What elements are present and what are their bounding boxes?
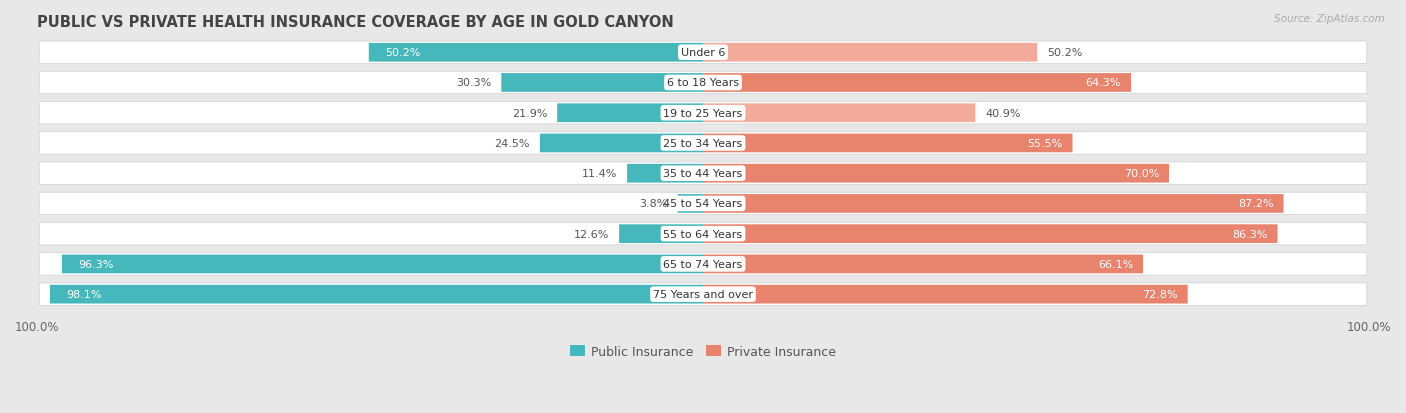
FancyBboxPatch shape	[62, 255, 703, 274]
Text: 96.3%: 96.3%	[79, 259, 114, 269]
FancyBboxPatch shape	[703, 44, 1038, 62]
Text: 72.8%: 72.8%	[1142, 290, 1178, 299]
Text: Source: ZipAtlas.com: Source: ZipAtlas.com	[1274, 14, 1385, 24]
Text: 98.1%: 98.1%	[66, 290, 103, 299]
Text: 86.3%: 86.3%	[1232, 229, 1268, 239]
FancyBboxPatch shape	[703, 195, 1284, 213]
Text: 64.3%: 64.3%	[1085, 78, 1121, 88]
Text: 40.9%: 40.9%	[986, 109, 1021, 119]
Text: 50.2%: 50.2%	[385, 48, 420, 58]
FancyBboxPatch shape	[39, 72, 1367, 95]
Text: 21.9%: 21.9%	[512, 109, 547, 119]
FancyBboxPatch shape	[39, 163, 1367, 185]
FancyBboxPatch shape	[39, 253, 1367, 275]
FancyBboxPatch shape	[703, 74, 1130, 93]
Text: 65 to 74 Years: 65 to 74 Years	[664, 259, 742, 269]
Text: 87.2%: 87.2%	[1237, 199, 1274, 209]
FancyBboxPatch shape	[502, 74, 703, 93]
Text: 35 to 44 Years: 35 to 44 Years	[664, 169, 742, 179]
Text: 66.1%: 66.1%	[1098, 259, 1133, 269]
Text: 6 to 18 Years: 6 to 18 Years	[666, 78, 740, 88]
FancyBboxPatch shape	[39, 193, 1367, 215]
FancyBboxPatch shape	[39, 283, 1367, 306]
Text: 75 Years and over: 75 Years and over	[652, 290, 754, 299]
Text: Under 6: Under 6	[681, 48, 725, 58]
FancyBboxPatch shape	[39, 223, 1367, 245]
FancyBboxPatch shape	[703, 134, 1073, 153]
FancyBboxPatch shape	[368, 44, 703, 62]
Text: 11.4%: 11.4%	[582, 169, 617, 179]
Text: 25 to 34 Years: 25 to 34 Years	[664, 139, 742, 149]
Text: 55.5%: 55.5%	[1028, 139, 1063, 149]
Text: 12.6%: 12.6%	[574, 229, 609, 239]
FancyBboxPatch shape	[39, 42, 1367, 64]
FancyBboxPatch shape	[703, 225, 1278, 243]
FancyBboxPatch shape	[703, 164, 1168, 183]
FancyBboxPatch shape	[703, 104, 976, 123]
FancyBboxPatch shape	[49, 285, 703, 304]
Text: 45 to 54 Years: 45 to 54 Years	[664, 199, 742, 209]
FancyBboxPatch shape	[627, 164, 703, 183]
Text: 24.5%: 24.5%	[495, 139, 530, 149]
Text: 70.0%: 70.0%	[1123, 169, 1159, 179]
FancyBboxPatch shape	[703, 285, 1188, 304]
Legend: Public Insurance, Private Insurance: Public Insurance, Private Insurance	[565, 340, 841, 363]
FancyBboxPatch shape	[619, 225, 703, 243]
Text: 30.3%: 30.3%	[456, 78, 491, 88]
FancyBboxPatch shape	[39, 102, 1367, 125]
FancyBboxPatch shape	[703, 255, 1143, 274]
FancyBboxPatch shape	[678, 195, 703, 213]
Text: PUBLIC VS PRIVATE HEALTH INSURANCE COVERAGE BY AGE IN GOLD CANYON: PUBLIC VS PRIVATE HEALTH INSURANCE COVER…	[37, 15, 673, 30]
FancyBboxPatch shape	[557, 104, 703, 123]
FancyBboxPatch shape	[39, 133, 1367, 155]
Text: 50.2%: 50.2%	[1047, 48, 1083, 58]
Text: 3.8%: 3.8%	[640, 199, 668, 209]
Text: 55 to 64 Years: 55 to 64 Years	[664, 229, 742, 239]
Text: 19 to 25 Years: 19 to 25 Years	[664, 109, 742, 119]
FancyBboxPatch shape	[540, 134, 703, 153]
